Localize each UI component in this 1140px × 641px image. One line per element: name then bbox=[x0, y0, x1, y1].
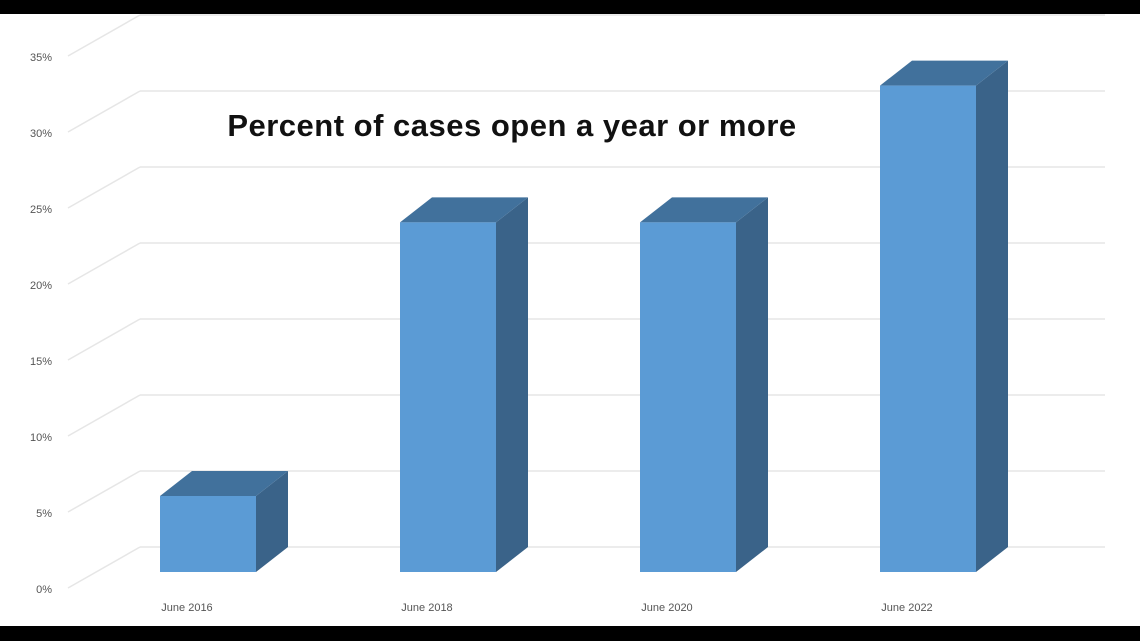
bar-top-face bbox=[880, 60, 1008, 86]
bar-side-face bbox=[976, 60, 1008, 572]
gridline-diagonal bbox=[67, 470, 141, 513]
bar-front-face bbox=[400, 222, 496, 572]
gridline-diagonal bbox=[67, 546, 141, 589]
bars bbox=[160, 60, 1008, 572]
bar-june-2018 bbox=[400, 197, 528, 572]
y-tick-label: 10% bbox=[30, 432, 52, 444]
y-tick-label: 25% bbox=[30, 204, 52, 216]
bar-front-face bbox=[640, 222, 736, 572]
letterbox-bottom bbox=[0, 626, 1140, 641]
bar-top-face bbox=[400, 197, 528, 223]
gridline-diagonal bbox=[67, 90, 141, 133]
gridline-diagonal bbox=[67, 318, 141, 361]
x-category-label: June 2018 bbox=[401, 602, 452, 614]
bar-front-face bbox=[160, 496, 256, 572]
gridline-diagonal bbox=[67, 394, 141, 437]
gridline-diagonal bbox=[67, 166, 141, 209]
y-tick-label: 35% bbox=[30, 52, 52, 64]
chart-title: Percent of cases open a year or more bbox=[227, 108, 796, 143]
bar-side-face bbox=[736, 197, 768, 572]
y-tick-label: 0% bbox=[36, 584, 52, 596]
bar-june-2020 bbox=[640, 197, 768, 572]
bar-june-2016 bbox=[160, 471, 288, 572]
x-category-label: June 2016 bbox=[161, 602, 212, 614]
bar-side-face bbox=[256, 471, 288, 572]
x-category-label: June 2022 bbox=[881, 602, 932, 614]
x-category-label: June 2020 bbox=[641, 602, 692, 614]
letterbox-top bbox=[0, 0, 1140, 14]
x-axis-category-labels: June 2016 June 2018 June 2020 June 2022 bbox=[161, 602, 932, 614]
bar-front-face bbox=[880, 85, 976, 572]
y-tick-label: 30% bbox=[30, 128, 52, 140]
y-tick-label: 15% bbox=[30, 356, 52, 368]
y-axis-tick-labels: 0% 5% 10% 15% 20% 25% 30% 35% bbox=[30, 52, 52, 596]
y-tick-label: 5% bbox=[36, 508, 52, 520]
gridline-diagonal bbox=[67, 14, 141, 57]
y-tick-label: 20% bbox=[30, 280, 52, 292]
gridline-diagonal bbox=[67, 242, 141, 285]
bar-top-face bbox=[640, 197, 768, 223]
bar-top-face bbox=[160, 471, 288, 496]
bar-side-face bbox=[496, 197, 528, 572]
bar-june-2022 bbox=[880, 60, 1008, 572]
